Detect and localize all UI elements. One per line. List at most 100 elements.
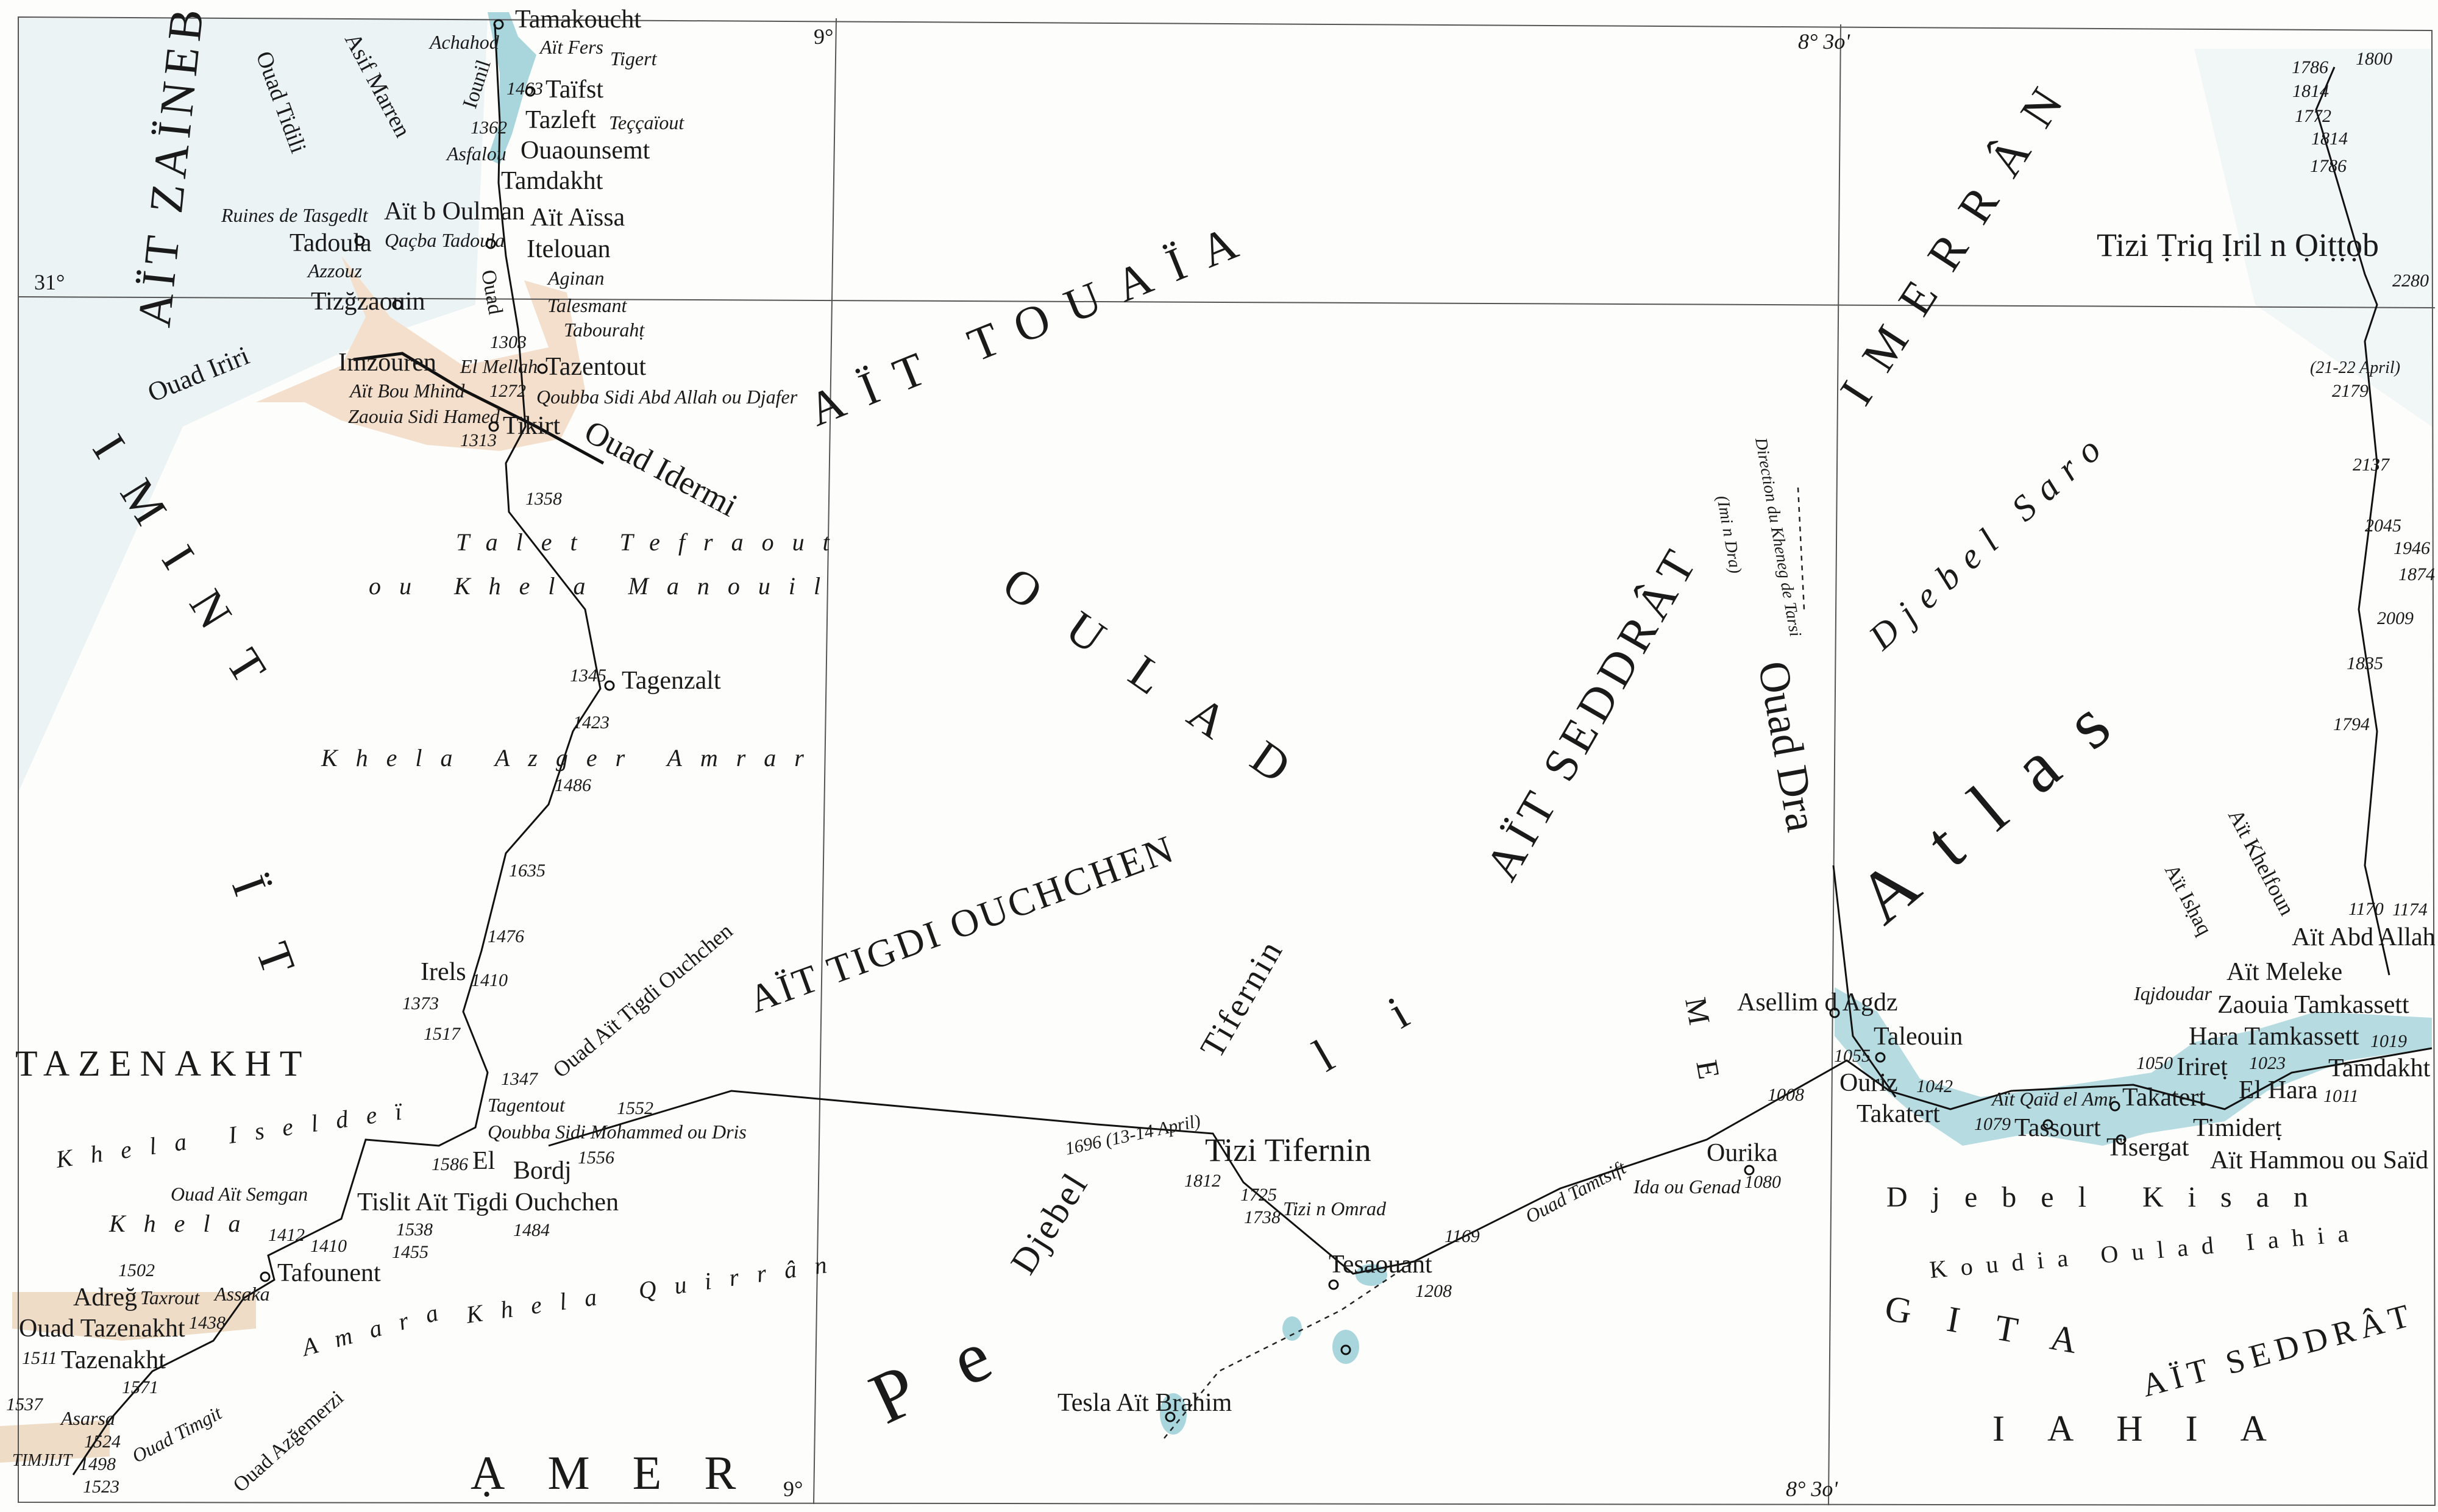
place-label: Tisergat	[2106, 1134, 2189, 1162]
elevation-label: 1738	[1244, 1207, 1281, 1227]
elevation-label: 1410	[471, 970, 508, 990]
longitude-label-830-bottom: 8° 3o'	[1786, 1477, 1838, 1501]
minor-place-label: Teççaïout	[609, 112, 684, 133]
place-label: Aït Abd Allah	[2292, 923, 2436, 951]
minor-place-label: Iqjdoudar	[2133, 982, 2212, 1004]
minor-place-label: Aït Bou Mhind	[349, 380, 465, 402]
elevation-label: 1463	[506, 79, 543, 99]
place-label: Tizi Ṭriq Ịril n Ọiṭṭọb	[2097, 227, 2379, 263]
elevation-label: 2009	[2377, 608, 2414, 628]
elevation-label: 1358	[525, 489, 562, 509]
place-label: Hara Tamkassett	[2189, 1023, 2359, 1051]
region-label-iahia: IAHIA	[1992, 1408, 2309, 1449]
place-label: Ouaounsemt	[521, 137, 650, 165]
minor-place-label: Achahod	[428, 31, 500, 53]
minor-place-label: Talesmant	[547, 294, 628, 316]
place-label: Adreğ	[73, 1283, 137, 1311]
elevation-label: 1635	[509, 861, 546, 881]
place-label: Ourika	[1707, 1139, 1778, 1167]
elevation-label: 2179	[2332, 381, 2369, 401]
settlement-marker	[1875, 1052, 1886, 1063]
place-label: Irireṭ	[2177, 1053, 2228, 1081]
place-label: Takatert	[2122, 1084, 2206, 1112]
place-label: Aït b Oulman	[384, 197, 525, 225]
elevation-label: 1303	[490, 332, 527, 352]
settlement-markers	[260, 19, 2127, 1422]
elevation-label: 1511	[22, 1348, 57, 1368]
elevation-label: 1874	[2398, 564, 2435, 584]
elevation-label: 1538	[396, 1219, 433, 1240]
minor-place-label: Tizi n Omrad	[1283, 1198, 1387, 1219]
settlement-marker	[525, 86, 536, 97]
minor-place-label: Aginan	[547, 267, 604, 289]
place-label: Tazenakht	[61, 1346, 166, 1374]
settlement-marker	[2109, 1101, 2120, 1112]
place-label: TIMJIJT	[12, 1451, 73, 1470]
cultivated-area-timjijt	[0, 1420, 110, 1463]
elevation-label: 1552	[617, 1098, 653, 1118]
elevation-label: 1042	[1916, 1076, 1953, 1096]
place-label: Tazleft	[525, 106, 596, 134]
place-label: Tazentout	[546, 353, 646, 381]
elevation-label: 1011	[2323, 1086, 2359, 1106]
graticule	[18, 16, 2436, 1507]
place-label: Tesaouant	[1329, 1251, 1432, 1279]
settlement-marker	[537, 363, 548, 374]
elevation-label: 1946	[2394, 538, 2430, 558]
place-label: Aït Aïssa	[530, 204, 625, 232]
elevation-label: 1814	[2311, 129, 2348, 149]
highland-shading	[18, 18, 488, 792]
elevation-label: 1080	[1744, 1172, 1781, 1192]
elevation-label: 1438	[189, 1313, 226, 1333]
minor-place-label: Asarsa	[60, 1407, 115, 1429]
region-label-amer: ẠMER	[471, 1446, 778, 1499]
cultivated-area-tazenakht	[12, 1292, 256, 1341]
elevation-label: 1174	[2392, 900, 2428, 920]
settlement-marker	[1744, 1165, 1755, 1176]
minor-place-label: Azzouz	[307, 260, 362, 282]
elevation-label: 1556	[578, 1148, 614, 1168]
elevation-label: 1410	[310, 1236, 347, 1256]
longitude-label-9-top: 9°	[814, 24, 833, 49]
minor-place-labels: Aït Fers Tigert Teççaïout Asfalou Ruines…	[60, 31, 2400, 1429]
place-label: Timiderṭ	[2193, 1114, 2282, 1142]
elevation-label: 1502	[118, 1260, 155, 1280]
elevation-label: 1586	[432, 1154, 468, 1174]
place-label: Tassourt	[2014, 1114, 2101, 1142]
place-label: Itelouan	[527, 235, 611, 263]
settlement-marker	[2116, 1134, 2127, 1145]
elevation-label: 2045	[2365, 516, 2401, 536]
settlement-marker	[1165, 1411, 1176, 1422]
elevation-label: 1786	[2310, 156, 2347, 176]
elevation-label: 1498	[79, 1454, 116, 1474]
elevation-label: 1517	[424, 1024, 461, 1044]
minor-place-label: Aït Fers	[539, 36, 603, 58]
elevation-label: 1313	[460, 430, 497, 450]
elevation-label: 1524	[84, 1432, 121, 1452]
place-label: Tikirt	[503, 412, 561, 440]
place-label: Zaouia Tamkassett	[2217, 991, 2409, 1019]
minor-place-label: Qoubba Sidi Abd Allah ou Djafer	[536, 386, 798, 408]
minor-place-label: Tagentout	[488, 1094, 566, 1116]
elevation-label: 1412	[268, 1225, 305, 1245]
place-label: Bordj	[513, 1157, 572, 1185]
elevation-labels: 1463 1362 1303 1272 1313 1358 1345 1423 …	[6, 49, 2435, 1497]
oasis-2	[1282, 1316, 1302, 1341]
region-label-talet-tefraout: Talet Tefraout	[456, 528, 848, 556]
place-label: Tamdakht	[501, 167, 603, 195]
place-label: Tamdakht	[2328, 1054, 2431, 1082]
elevation-label: 1347	[501, 1069, 539, 1089]
settlement-marker	[1829, 1007, 1840, 1018]
settlement-marker	[354, 235, 365, 246]
place-label: Tadoula	[290, 229, 372, 257]
place-label: El Hara	[2239, 1076, 2318, 1104]
minor-place-label: (21-22 April)	[2310, 358, 2400, 377]
cultivated-area-tikirt	[256, 256, 585, 451]
place-label: Ouriz	[1839, 1069, 1898, 1097]
settlement-marker	[1328, 1279, 1339, 1290]
settlement-marker	[488, 421, 499, 432]
elevation-label: 1835	[2347, 653, 2383, 673]
place-label: Tagenzalt	[622, 667, 721, 695]
elevation-label: 1484	[513, 1220, 550, 1240]
elevation-label: 1814	[2292, 81, 2329, 101]
